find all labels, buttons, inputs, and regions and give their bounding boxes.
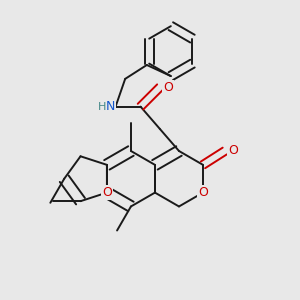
Text: H: H [98, 102, 106, 112]
Text: O: O [102, 186, 112, 199]
Text: O: O [198, 186, 208, 199]
Text: N: N [106, 100, 115, 113]
Text: O: O [228, 145, 238, 158]
Text: O: O [163, 81, 173, 94]
